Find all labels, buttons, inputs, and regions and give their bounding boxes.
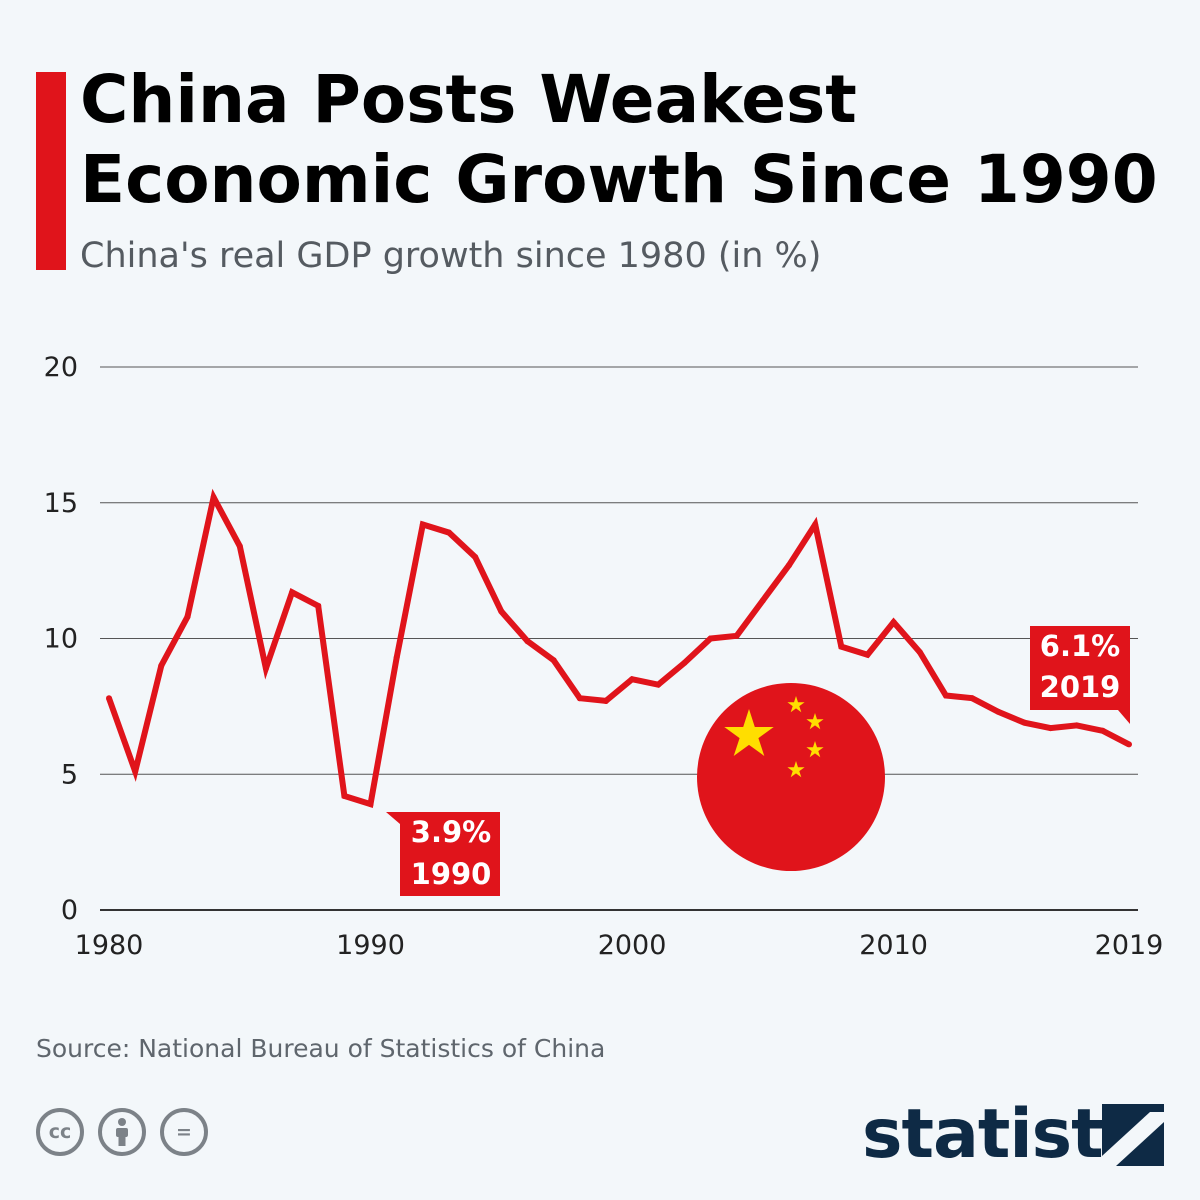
callout-2019: 6.1% 2019: [1030, 626, 1130, 724]
data-point-2005: [759, 597, 766, 604]
callout-1990-year: 1990: [411, 857, 492, 891]
data-point-1981: [132, 768, 139, 775]
data-point-2014: [995, 708, 1002, 715]
data-point-1999: [602, 697, 609, 704]
x-tick-label: 2000: [598, 930, 667, 961]
data-point-2015: [1021, 719, 1028, 726]
no-derivatives-icon: =: [160, 1108, 208, 1156]
y-tick-label: 10: [44, 624, 78, 655]
data-point-1996: [524, 638, 531, 645]
y-tick-label: 20: [44, 352, 78, 383]
data-point-1985: [236, 543, 243, 550]
title-line-2: Economic Growth Since 1990: [80, 141, 1158, 218]
y-tick-label: 15: [44, 488, 78, 519]
data-point-1983: [184, 613, 191, 620]
data-point-1984: [210, 494, 217, 501]
y-tick-label: 0: [61, 895, 78, 926]
data-point-2004: [733, 632, 740, 639]
source-note: Source: National Bureau of Statistics of…: [36, 1034, 606, 1063]
callout-2019-year: 2019: [1040, 670, 1121, 704]
data-point-2017: [1073, 722, 1080, 729]
data-point-2019: [1126, 741, 1132, 748]
callout-1990-value: 3.9%: [411, 815, 491, 849]
x-tick-label: 1980: [75, 930, 144, 961]
data-point-2001: [655, 681, 662, 688]
title-accent-bar: [36, 72, 66, 270]
data-point-1980: [106, 695, 112, 702]
x-tick-label: 1990: [336, 930, 405, 961]
statista-logo: statista: [862, 1095, 1149, 1174]
data-point-2006: [786, 562, 792, 569]
title-line-1: China Posts Weakest: [80, 61, 857, 138]
data-point-1993: [446, 529, 452, 536]
data-point-1998: [576, 695, 583, 702]
data-point-2008: [838, 643, 845, 650]
data-point-2016: [1047, 725, 1054, 732]
data-point-2012: [942, 692, 949, 699]
data-point-1987: [289, 589, 296, 596]
attribution-icon: [98, 1108, 146, 1156]
data-point-2000: [629, 676, 636, 683]
grid-lines: [100, 366, 1138, 911]
data-point-2007: [812, 521, 819, 528]
data-point-1990: [367, 801, 374, 808]
x-axis-ticks: 1980 1990 2000 2010 2019: [75, 930, 1164, 961]
data-point-1986: [262, 665, 269, 672]
data-point-2009: [864, 651, 871, 658]
person-glyph: [116, 1118, 128, 1146]
data-point-2002: [681, 659, 688, 666]
x-tick-label: 2019: [1095, 930, 1164, 961]
data-point-1992: [419, 521, 426, 528]
y-tick-label: 5: [61, 759, 78, 790]
data-point-1995: [498, 608, 505, 615]
data-point-1988: [315, 602, 322, 609]
statista-logo-mark: [1102, 1104, 1164, 1166]
data-point-2011: [916, 649, 923, 656]
data-point-2003: [707, 635, 714, 642]
y-axis-ticks: 0 5 10 15 20: [44, 352, 78, 926]
callout-2019-value: 6.1%: [1040, 629, 1120, 663]
data-points: [106, 494, 1132, 808]
china-flag-icon: [697, 683, 885, 871]
data-point-2010: [890, 619, 897, 626]
data-point-1997: [550, 657, 557, 664]
data-point-1994: [472, 554, 479, 561]
data-point-1982: [158, 662, 165, 669]
cc-icon: cc: [36, 1108, 84, 1156]
series-line-gdp: [106, 488, 1131, 808]
data-point-1989: [341, 792, 348, 799]
page-title: China Posts Weakest Economic Growth Sinc…: [80, 60, 1180, 220]
x-tick-label: 2010: [859, 930, 928, 961]
data-point-2013: [969, 695, 976, 702]
data-point-2018: [1099, 727, 1106, 734]
license-icons: cc =: [36, 1108, 208, 1156]
chart-subtitle: China's real GDP growth since 1980 (in %…: [80, 236, 822, 276]
callout-1990: 3.9% 1990: [386, 812, 500, 896]
data-point-1991: [393, 654, 400, 661]
